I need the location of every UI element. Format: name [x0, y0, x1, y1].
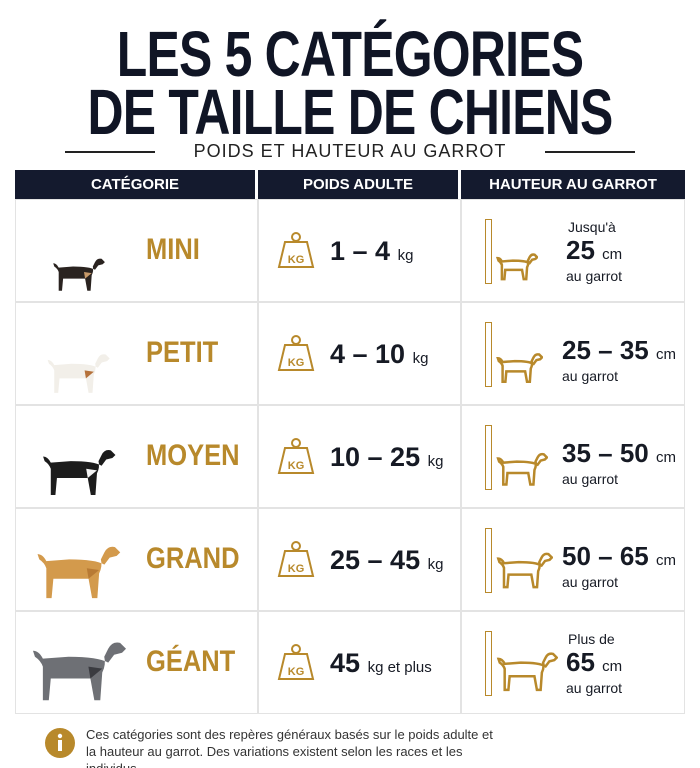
weight-unit: kg	[427, 556, 444, 573]
weight: 25 – 45 kg	[330, 545, 443, 576]
subtitle: POIDS ET HAUTEUR AU GARROT	[193, 141, 507, 161]
weight-icon-label: KG	[287, 357, 305, 369]
height-ruler	[485, 425, 492, 490]
height-suffix: au garrot	[566, 680, 623, 696]
weight: 10 – 25 kg	[330, 442, 443, 473]
height-value: 35 – 50	[562, 438, 649, 468]
divider	[545, 151, 635, 153]
weight: 4 – 10 kg	[330, 339, 428, 370]
height-suffix: au garrot	[562, 574, 619, 590]
title-line: LES 5 CATÉGORIES	[116, 18, 584, 90]
weight-value: 1 – 4	[330, 236, 391, 266]
weight-value: 10 – 25	[330, 442, 421, 472]
height-suffix: au garrot	[562, 471, 619, 487]
weight-unit: kg	[412, 350, 429, 367]
table-cell	[258, 508, 461, 611]
height: 25 – 35 cm	[562, 335, 676, 366]
column-header: HAUTEUR AU GARROT	[461, 170, 685, 199]
weight-value: 4 – 10	[330, 339, 406, 369]
height-value: 65	[566, 647, 595, 677]
weight-unit: kg	[427, 453, 444, 470]
info-icon	[45, 728, 75, 758]
height-ruler	[485, 631, 492, 696]
category-name: MINI	[146, 233, 200, 266]
column-header: POIDS ADULTE	[258, 170, 458, 199]
height-unit: cm	[602, 246, 623, 263]
table-cell	[258, 302, 461, 405]
table-cell	[15, 405, 258, 508]
weight-icon	[277, 438, 315, 474]
table-cell	[258, 611, 461, 714]
dog-image	[42, 450, 115, 496]
column-header: CATÉGORIE	[15, 170, 255, 199]
dog-outline	[496, 353, 543, 384]
height-prefix: Plus de	[568, 631, 615, 647]
dog-image	[47, 354, 110, 394]
height-ruler	[485, 322, 492, 387]
table-cell	[461, 199, 685, 302]
height-suffix: au garrot	[566, 268, 623, 284]
height-suffix: au garrot	[562, 368, 619, 384]
title-line: DE TAILLE DE CHIENS	[87, 76, 613, 148]
height-value: 25 – 35	[562, 335, 649, 365]
table-cell	[258, 199, 461, 302]
table-cell	[258, 405, 461, 508]
dog-outline	[496, 253, 538, 281]
weight-icon	[277, 541, 315, 577]
category-name: PETIT	[146, 336, 219, 369]
footnote: Ces catégories sont des repères généraux…	[86, 727, 493, 768]
weight-unit: kg et plus	[367, 659, 432, 676]
category-name: GÉANT	[146, 645, 236, 678]
table-cell	[15, 199, 258, 302]
weight-icon-label: KG	[287, 563, 305, 575]
dog-outline	[496, 553, 553, 589]
divider	[65, 151, 155, 153]
height-unit: cm	[655, 346, 676, 363]
height-unit: cm	[602, 658, 623, 675]
dog-image	[32, 642, 126, 701]
weight-value: 45	[330, 648, 361, 678]
height-unit: cm	[655, 552, 676, 569]
height-ruler	[485, 528, 492, 593]
height: 65 cm	[566, 647, 622, 678]
weight-icon	[277, 644, 315, 680]
height-unit: cm	[655, 449, 676, 466]
weight-icon	[277, 232, 315, 268]
height-value: 25	[566, 235, 595, 265]
table-cell	[461, 302, 685, 405]
weight-icon-label: KG	[287, 460, 305, 472]
weight-value: 25 – 45	[330, 545, 421, 575]
dog-outline	[496, 652, 558, 692]
height: 50 – 65 cm	[562, 541, 676, 572]
height: 35 – 50 cm	[562, 438, 676, 469]
weight-icon	[277, 335, 315, 371]
table-cell	[15, 508, 258, 611]
category-name: MOYEN	[146, 439, 240, 472]
weight-icon-label: KG	[287, 254, 305, 266]
category-name: GRAND	[146, 542, 240, 575]
height-value: 50 – 65	[562, 541, 649, 571]
weight: 1 – 4 kg	[330, 236, 413, 267]
dog-image	[52, 258, 105, 291]
weight-unit: kg	[397, 247, 414, 264]
table-cell	[461, 405, 685, 508]
weight: 45 kg et plus	[330, 648, 432, 679]
weight-icon-label: KG	[287, 666, 305, 678]
dog-image	[37, 546, 121, 598]
height-ruler	[485, 219, 492, 284]
height-prefix: Jusqu'à	[568, 219, 616, 235]
dog-outline	[496, 453, 548, 487]
height: 25 cm	[566, 235, 622, 266]
